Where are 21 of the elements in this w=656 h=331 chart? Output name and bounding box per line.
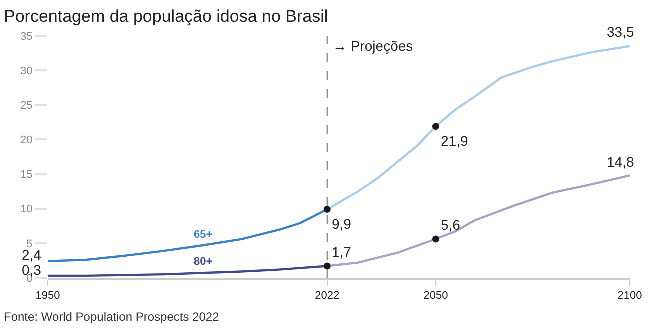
y-tick-label: 15 <box>20 169 33 182</box>
data-label: 33,5 <box>607 24 634 40</box>
series-label: 80+ <box>194 256 213 268</box>
x-tick-label: 2022 <box>315 290 340 302</box>
data-label: 21,9 <box>441 133 468 149</box>
data-label: 1,7 <box>332 244 352 260</box>
x-tick-label: 2100 <box>618 290 642 302</box>
data-label: 14,8 <box>607 154 634 170</box>
y-tick-label: 10 <box>20 204 33 216</box>
source-note: Fonte: World Population Prospects 2022 <box>4 310 220 324</box>
data-label: 5,6 <box>441 217 461 233</box>
y-tick-label: 20 <box>20 134 33 147</box>
x-tick-label: 2050 <box>424 290 448 302</box>
ref-line-label: → Projeções <box>333 38 414 54</box>
series-label: 65+ <box>194 229 213 241</box>
y-tick-label: 25 <box>20 100 33 112</box>
data-label: 9,9 <box>332 216 352 232</box>
y-tick-label: 30 <box>20 65 33 78</box>
x-tick-label: 1950 <box>36 290 60 302</box>
y-tick-label: 35 <box>20 30 33 43</box>
chart-title: Porcentagem da população idosa no Brasil <box>4 7 328 26</box>
